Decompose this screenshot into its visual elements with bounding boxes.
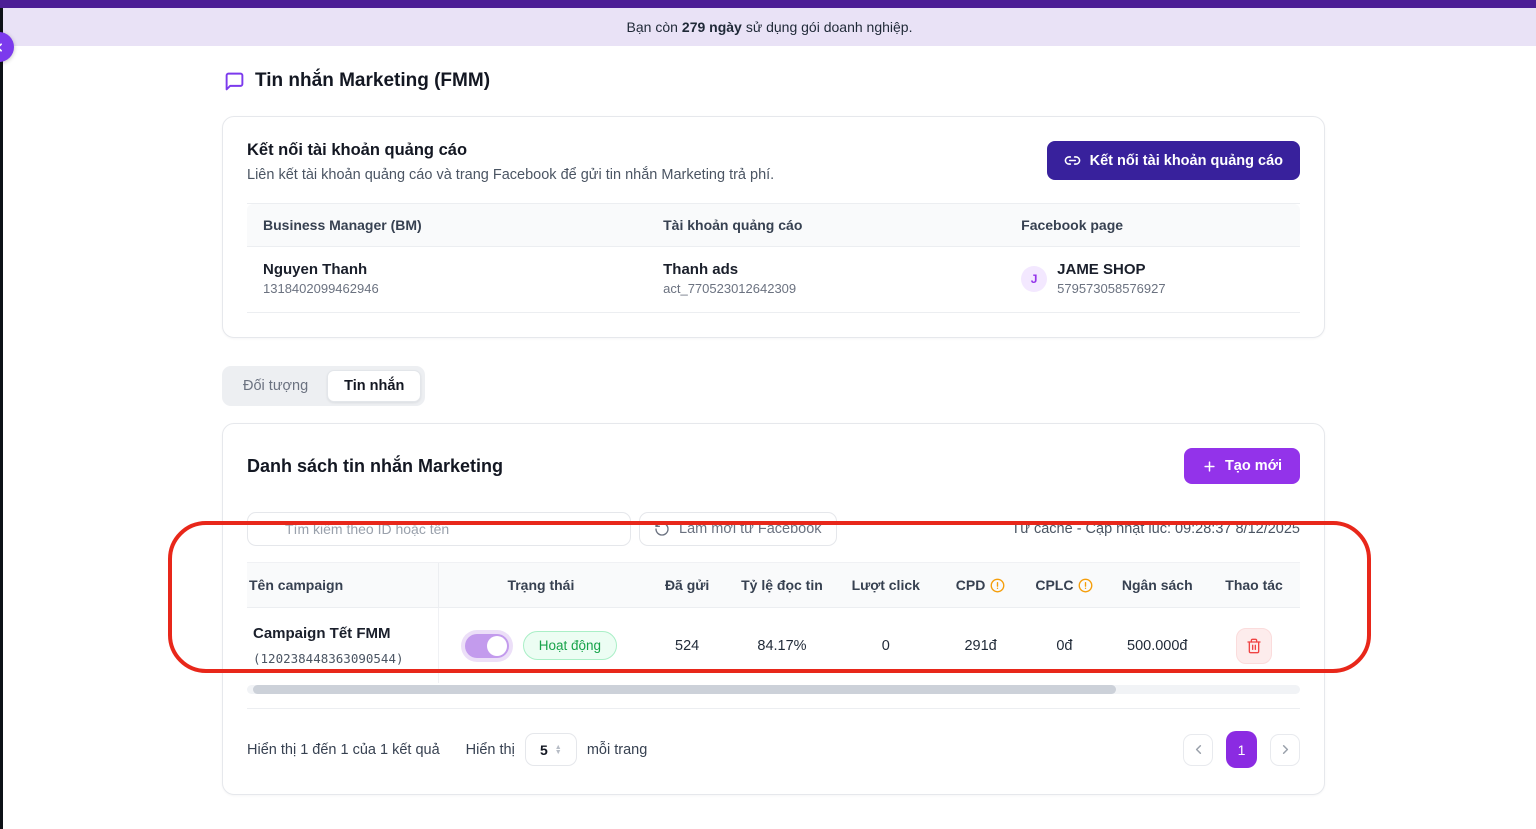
connect-card-heading: Kết nối tài khoản quảng cáo Liên kết tài… <box>247 141 774 183</box>
tab-switcher: Đối tượng Tin nhắn <box>222 366 426 406</box>
page-number-button[interactable]: 1 <box>1226 731 1257 768</box>
info-circle-icon[interactable] <box>990 578 1005 593</box>
results-summary: Hiển thị 1 đến 1 của 1 kết quả <box>247 741 440 758</box>
column-header-status: Trạng thái <box>507 577 575 593</box>
cplc-value: 0đ <box>1056 637 1073 654</box>
page-title: Tin nhắn Marketing (FMM) <box>255 70 491 91</box>
column-header-budget: Ngân sách <box>1121 577 1193 593</box>
select-stepper-icon: ▲ ▼ <box>554 743 562 756</box>
cpd-value: 291đ <box>964 637 997 654</box>
column-header-read-rate: Tỷ lệ đọc tin <box>741 577 823 593</box>
plus-icon <box>1202 459 1217 474</box>
connect-card-title: Kết nối tài khoản quảng cáo <box>247 141 468 159</box>
read-rate-value: 84.17% <box>757 637 807 654</box>
cplc-label: CPLC <box>1035 577 1074 593</box>
campaign-table-header-row: Tên campaign Trạng thái Đã gửi Tỷ lệ đọc… <box>247 562 1300 608</box>
campaign-list-card: Danh sách tin nhắn Marketing Tạo mới Làm… <box>222 423 1325 795</box>
chat-bubble-icon <box>224 71 245 92</box>
connect-account-button[interactable]: Kết nối tài khoản quảng cáo <box>1046 141 1300 180</box>
create-button-label: Tạo mới <box>1224 458 1282 474</box>
main-content: Tin nhắn Marketing (FMM) Kết nối tài kho… <box>222 70 1325 795</box>
connect-account-card: Kết nối tài khoản quảng cáo Liên kết tài… <box>222 116 1325 338</box>
actions-cell <box>1208 608 1300 683</box>
avatar: J <box>1021 265 1048 292</box>
horizontal-scrollbar-track <box>247 685 1300 694</box>
per-page-value: 5 <box>539 741 548 758</box>
column-header-ad-account: Tài khoản quảng cáo <box>663 217 803 233</box>
banner-text-prefix: Bạn còn <box>626 19 678 35</box>
budget-value: 500.000đ <box>1127 637 1188 654</box>
facebook-page-cell: J JAME SHOP 579573058576927 <box>1005 247 1300 312</box>
create-new-button[interactable]: Tạo mới <box>1183 448 1300 484</box>
status-cell: Hoạt động <box>439 608 644 683</box>
refresh-icon <box>654 521 670 537</box>
tab-audience[interactable]: Đối tượng <box>226 370 325 402</box>
facebook-page-id: 579573058576927 <box>1057 281 1166 296</box>
trash-icon <box>1246 638 1262 654</box>
connect-button-label: Kết nối tài khoản quảng cáo <box>1089 152 1283 169</box>
bm-name: Nguyen Thanh <box>263 261 368 278</box>
status-badge: Hoạt động <box>522 631 618 660</box>
per-page-control: Hiển thị 5 ▲ ▼ mỗi trang <box>465 733 648 766</box>
per-page-prefix: Hiển thị <box>465 741 515 758</box>
cpd-label: CPD <box>955 577 986 593</box>
per-page-select[interactable]: 5 ▲ ▼ <box>524 733 577 766</box>
campaign-name-cell: Campaign Tết FMM (120238448363090544) <box>247 608 439 683</box>
column-header-cpd: CPD <box>939 563 1023 607</box>
info-circle-icon[interactable] <box>1078 578 1093 593</box>
bm-id: 1318402099462946 <box>263 281 379 296</box>
tab-messages[interactable]: Tin nhắn <box>327 370 422 402</box>
ad-account-name: Thanh ads <box>663 261 739 278</box>
banner-text-suffix: sử dụng gói doanh nghiệp. <box>745 19 913 35</box>
ad-account-cell: Thanh ads act_770523012642309 <box>647 247 1005 312</box>
facebook-page-name: JAME SHOP <box>1057 261 1146 278</box>
previous-page-button[interactable] <box>1183 733 1213 766</box>
campaign-name: Campaign Tết FMM <box>253 625 391 642</box>
link-icon <box>1064 152 1081 169</box>
column-header-facebook-page: Facebook page <box>1021 217 1124 233</box>
bm-cell: Nguyen Thanh 1318402099462946 <box>247 247 647 312</box>
column-header-clicks: Lượt click <box>851 577 920 593</box>
cache-status-text: Từ cache - Cập nhật lúc: 09:28:37 8/12/2… <box>1011 521 1300 537</box>
banner-days-remaining: 279 ngày <box>681 19 742 35</box>
column-header-sent: Đã gửi <box>664 577 710 593</box>
table-row: Nguyen Thanh 1318402099462946 Thanh ads … <box>247 247 1300 312</box>
delete-campaign-button[interactable] <box>1236 627 1273 664</box>
campaign-active-toggle[interactable] <box>464 633 509 658</box>
chevron-left-icon <box>0 41 6 54</box>
next-page-button[interactable] <box>1270 733 1300 766</box>
campaign-id: (120238448363090544) <box>253 651 404 666</box>
refresh-button-label: Làm mới từ Facebook <box>679 521 822 537</box>
column-header-actions: Thao tác <box>1225 577 1283 593</box>
list-card-title: Danh sách tin nhắn Marketing <box>247 455 504 476</box>
clicks-value: 0 <box>881 637 890 654</box>
page-header: Tin nhắn Marketing (FMM) <box>222 70 1325 92</box>
list-toolbar: Làm mới từ Facebook Từ cache - Cập nhật … <box>247 512 1300 546</box>
search-input[interactable] <box>247 512 631 546</box>
column-header-bm: Business Manager (BM) <box>263 217 422 233</box>
pager: 1 <box>1183 731 1300 768</box>
campaign-table: Tên campaign Trạng thái Đã gửi Tỷ lệ đọc… <box>247 562 1300 694</box>
chevron-right-icon <box>1278 742 1293 757</box>
per-page-suffix: mỗi trang <box>586 741 648 758</box>
connect-card-subtitle: Liên kết tài khoản quảng cáo và trang Fa… <box>247 167 775 183</box>
sidebar-collapse-button[interactable] <box>0 32 14 62</box>
sent-value: 524 <box>675 637 700 654</box>
ad-account-id: act_770523012642309 <box>663 281 797 296</box>
connected-accounts-table: Business Manager (BM) Tài khoản quảng cá… <box>247 203 1300 313</box>
horizontal-scrollbar-thumb[interactable] <box>253 685 1117 694</box>
campaign-table-row: Campaign Tết FMM (120238448363090544) Ho… <box>247 608 1300 683</box>
connected-accounts-header-row: Business Manager (BM) Tài khoản quảng cá… <box>247 204 1300 247</box>
top-accent-bar <box>0 0 1536 8</box>
refresh-from-facebook-button[interactable]: Làm mới từ Facebook <box>639 512 837 546</box>
sidebar-edge <box>0 8 3 829</box>
pagination-bar: Hiển thị 1 đến 1 của 1 kết quả Hiển thị … <box>247 708 1300 768</box>
subscription-banner: Bạn còn 279 ngày sử dụng gói doanh nghiệ… <box>3 8 1536 46</box>
column-header-campaign-name: Tên campaign <box>247 563 439 607</box>
column-header-cplc: CPLC <box>1023 563 1107 607</box>
chevron-left-icon <box>1191 742 1206 757</box>
